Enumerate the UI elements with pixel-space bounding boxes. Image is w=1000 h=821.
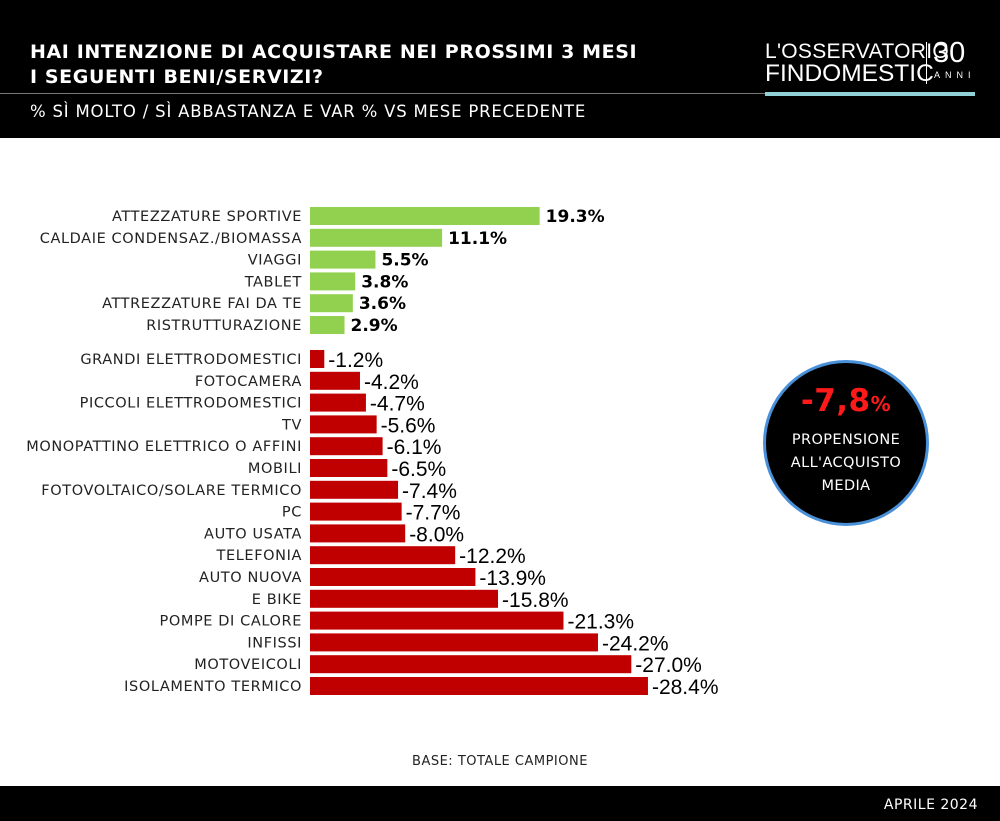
value-label-18: -21.3% xyxy=(567,611,634,634)
badge-caption-line-3: MEDIA xyxy=(821,478,871,494)
badge-caption-line-1: PROPENSIONE xyxy=(791,432,901,448)
category-label-14: AUTO USATA xyxy=(204,526,302,542)
value-label-1: 11.1% xyxy=(448,229,507,249)
category-label-3: TABLET xyxy=(244,274,302,290)
category-label-9: TV xyxy=(281,417,302,433)
value-label-14: -8.0% xyxy=(409,523,464,546)
value-label-12: -7.4% xyxy=(402,480,457,503)
bar-7 xyxy=(310,371,360,390)
footer-date: APRILE 2024 xyxy=(883,797,978,813)
category-label-16: AUTO NUOVA xyxy=(199,570,302,586)
page-subtitle: % SÌ MOLTO / SÌ ABBASTANZA E VAR % VS ME… xyxy=(30,102,587,121)
value-label-8: -4.7% xyxy=(370,393,425,416)
value-label-20: -27.0% xyxy=(635,654,702,677)
category-label-18: POMPE DI CALORE xyxy=(160,614,303,630)
category-label-12: FOTOVOLTAICO/SOLARE TERMICO xyxy=(41,483,302,499)
category-label-11: MOBILI xyxy=(248,461,302,477)
category-label-20: MOTOVEICOLI xyxy=(194,657,302,673)
bar-11 xyxy=(310,459,388,477)
bar-0 xyxy=(310,207,540,225)
bar-13 xyxy=(310,502,402,521)
value-label-6: -1.2% xyxy=(328,349,383,372)
title-line-2: I SEGUENTI BENI/SERVIZI? xyxy=(30,66,324,88)
value-label-0: 19.3% xyxy=(546,207,605,227)
bar-chart: ATTEZZATURE SPORTIVE 19.3% CALDAIE CONDENS… xyxy=(26,207,719,699)
bar-15 xyxy=(310,546,456,565)
value-label-3: 3.8% xyxy=(361,272,408,292)
category-label-7: FOTOCAMERA xyxy=(195,374,302,390)
bar-14 xyxy=(310,524,406,543)
bar-4 xyxy=(310,294,353,313)
category-label-21: ISOLAMENTO TERMICO xyxy=(124,679,302,695)
logo-line-1: L'OSSERVATORIO xyxy=(765,40,950,63)
bar-1 xyxy=(310,228,443,247)
logo-anniversary-number: 30 xyxy=(933,37,966,69)
logo-line-2: FINDOMESTIC xyxy=(765,60,934,87)
value-label-4: 3.6% xyxy=(359,294,406,314)
category-label-19: INFISSI xyxy=(247,635,302,651)
brand-logo: L'OSSERVATORIO FINDOMESTIC 30 ANNI xyxy=(765,37,976,98)
value-label-17: -15.8% xyxy=(502,589,569,612)
value-label-5: 2.9% xyxy=(351,316,398,336)
category-label-2: VIAGGI xyxy=(248,253,302,269)
category-label-1: CALDAIE CONDENSAZ./BIOMASSA xyxy=(40,231,302,247)
bar-12 xyxy=(310,480,399,499)
bar-19 xyxy=(310,633,598,652)
category-label-8: PICCOLI ELETTRODOMESTICI xyxy=(80,396,302,412)
value-label-21: -28.4% xyxy=(652,676,719,699)
page-title: HAI INTENZIONE DI ACQUISTARE NEI PROSSIM… xyxy=(30,40,637,90)
category-label-10: MONOPATTINO ELETTRICO O AFFINI xyxy=(26,439,302,455)
base-note: BASE: TOTALE CAMPIONE xyxy=(412,754,588,769)
category-label-17: E BIKE xyxy=(252,592,302,608)
badge-value: -7,8% xyxy=(766,383,926,419)
logo-accent-bar xyxy=(765,92,975,96)
average-propensity-badge: -7,8% PROPENSIONE ALL'ACQUISTO MEDIA xyxy=(763,360,929,526)
value-label-15: -12.2% xyxy=(459,545,526,568)
category-label-6: GRANDI ELETTRODOMESTICI xyxy=(80,352,302,368)
bar-5 xyxy=(310,316,345,334)
value-label-11: -6.5% xyxy=(391,458,446,481)
badge-caption: PROPENSIONE ALL'ACQUISTO MEDIA xyxy=(766,429,926,498)
bar-9 xyxy=(310,415,377,434)
logo-anniversary-label: ANNI xyxy=(934,70,976,80)
bar-8 xyxy=(310,393,366,412)
bar-20 xyxy=(310,655,632,674)
category-label-5: RISTRUTTURAZIONE xyxy=(146,318,302,334)
bar-17 xyxy=(310,589,499,608)
category-label-4: ATTREZZATURE FAI DA TE xyxy=(102,296,302,312)
footer: APRILE 2024 xyxy=(0,786,1000,821)
title-line-1: HAI INTENZIONE DI ACQUISTARE NEI PROSSIM… xyxy=(30,41,638,63)
badge-number: -7,8 xyxy=(800,383,871,419)
category-label-15: TELEFONIA xyxy=(216,548,302,564)
value-label-9: -5.6% xyxy=(381,414,436,437)
category-label-0: ATTEZZATURE SPORTIVE xyxy=(112,209,302,225)
value-label-19: -24.2% xyxy=(602,632,669,655)
bar-6 xyxy=(310,350,325,368)
value-label-7: -4.2% xyxy=(364,371,419,394)
bar-16 xyxy=(310,568,476,586)
bar-18 xyxy=(310,611,564,630)
value-label-10: -6.1% xyxy=(387,436,442,459)
category-label-13: PC xyxy=(282,505,302,521)
bar-10 xyxy=(310,437,383,456)
bar-2 xyxy=(310,250,376,269)
logo-separator xyxy=(926,42,927,84)
bar-3 xyxy=(310,272,356,291)
value-label-2: 5.5% xyxy=(381,251,428,271)
header: HAI INTENZIONE DI ACQUISTARE NEI PROSSIM… xyxy=(0,0,1000,138)
value-label-16: -13.9% xyxy=(479,567,546,590)
bar-21 xyxy=(310,677,648,695)
badge-caption-line-2: ALL'ACQUISTO xyxy=(790,455,902,471)
header-divider xyxy=(0,93,765,94)
value-label-13: -7.7% xyxy=(406,502,461,525)
badge-unit: % xyxy=(870,392,892,416)
